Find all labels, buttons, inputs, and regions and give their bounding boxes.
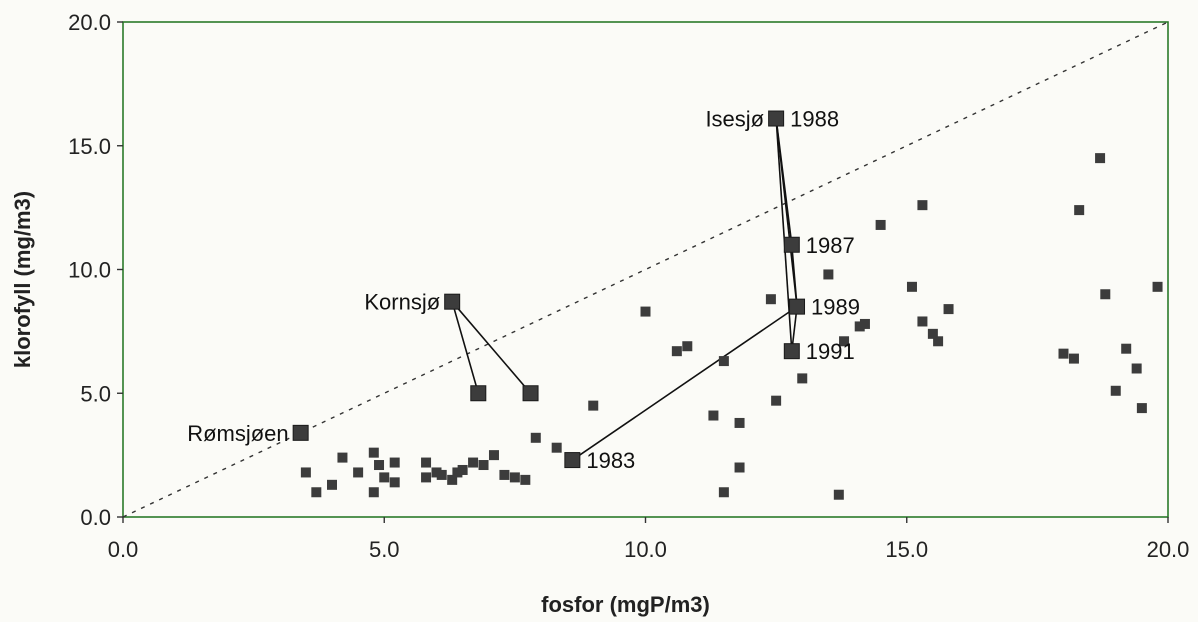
data-point (917, 316, 928, 327)
data-point (734, 417, 745, 428)
y-tick-label: 15.0 (68, 134, 111, 159)
data-point (875, 219, 886, 230)
data-point (520, 474, 531, 485)
highlighted-point (470, 385, 487, 402)
y-axis-title: klorofyll (mg/m3) (10, 191, 35, 368)
data-point (933, 336, 944, 347)
connection-line (571, 305, 798, 461)
x-axis-title: fosfor (mgP/m3) (541, 592, 710, 617)
data-point (551, 442, 562, 453)
highlighted-point (768, 110, 785, 127)
x-tick-label: 0.0 (108, 537, 139, 562)
data-point (833, 489, 844, 500)
x-tick-label: 10.0 (624, 537, 667, 562)
data-point (452, 467, 463, 478)
point-annotation: Isesjø (705, 107, 764, 132)
data-point (823, 269, 834, 280)
data-point (859, 318, 870, 329)
data-point (327, 479, 337, 490)
highlighted-point (292, 424, 309, 441)
data-point (389, 457, 400, 468)
data-point (797, 373, 808, 384)
highlighted-point (783, 343, 800, 360)
y-tick-label: 0.0 (80, 505, 111, 530)
data-point (771, 395, 782, 406)
data-point (478, 460, 489, 471)
data-point (374, 460, 385, 471)
data-point (927, 328, 938, 339)
data-point (300, 467, 311, 478)
highlighted-point (444, 293, 461, 310)
data-point (917, 200, 928, 211)
data-point (1121, 343, 1132, 354)
connection-line (451, 301, 532, 394)
point-annotation: Rømsjøen (187, 421, 288, 446)
data-point (588, 400, 599, 411)
data-point (718, 356, 729, 367)
data-point (906, 281, 917, 292)
y-axis-ticks: 0.0 5.0 10.0 15.0 20.0 (68, 10, 123, 530)
data-point (337, 452, 348, 463)
y-tick-label: 5.0 (80, 381, 111, 406)
data-point (765, 294, 776, 305)
x-tick-label: 15.0 (885, 537, 928, 562)
y-tick-label: 20.0 (68, 10, 111, 35)
y-tick-label: 10.0 (68, 258, 111, 283)
data-point (1110, 385, 1121, 396)
data-point (839, 336, 850, 347)
data-point (1131, 363, 1142, 374)
data-point (1136, 403, 1147, 414)
data-point (640, 306, 651, 317)
point-annotation: 1991 (806, 339, 855, 364)
x-tick-label: 20.0 (1147, 537, 1190, 562)
data-point (1100, 289, 1111, 300)
x-tick-label: 5.0 (369, 537, 400, 562)
connection-line (451, 301, 480, 394)
data-point (488, 450, 499, 461)
point-annotation: 1989 (811, 295, 860, 320)
x-axis-ticks: 0.0 5.0 10.0 15.0 20.0 (108, 517, 1190, 562)
data-point (1152, 281, 1163, 292)
data-point (1058, 348, 1069, 359)
data-point (421, 472, 432, 483)
highlighted-point (783, 236, 800, 253)
data-point (457, 464, 468, 475)
data-point (1068, 353, 1079, 364)
data-point (943, 304, 954, 315)
data-point (499, 469, 510, 480)
data-point (718, 487, 729, 498)
connection-line (775, 118, 798, 307)
data-point (368, 487, 379, 498)
point-annotation: 1988 (790, 107, 839, 132)
highlighted-point (789, 298, 806, 315)
data-point (854, 321, 865, 332)
data-point (1095, 153, 1106, 164)
point-annotation: 1987 (806, 233, 855, 258)
point-annotation: Kornsjø (364, 290, 440, 315)
data-point (431, 467, 442, 478)
data-point (509, 472, 520, 483)
data-point (311, 487, 322, 498)
data-point (353, 467, 364, 478)
highlighted-point (564, 452, 581, 469)
data-point (1074, 205, 1085, 216)
data-point (682, 341, 693, 352)
plot-area: Rømsjøen Kornsjø Isesjø 1988 1987 1989 1991 198… (122, 21, 1169, 518)
data-point (368, 447, 379, 458)
data-point (389, 477, 400, 488)
data-point (447, 474, 458, 485)
data-point (421, 457, 432, 468)
data-point (671, 346, 682, 357)
point-annotation: 1983 (586, 448, 635, 473)
connection-line (791, 244, 798, 307)
data-point (436, 469, 447, 480)
data-point (708, 410, 719, 421)
data-point (734, 462, 745, 473)
data-point (530, 432, 541, 443)
data-point (468, 457, 479, 468)
highlighted-point (522, 385, 539, 402)
data-point (379, 472, 390, 483)
